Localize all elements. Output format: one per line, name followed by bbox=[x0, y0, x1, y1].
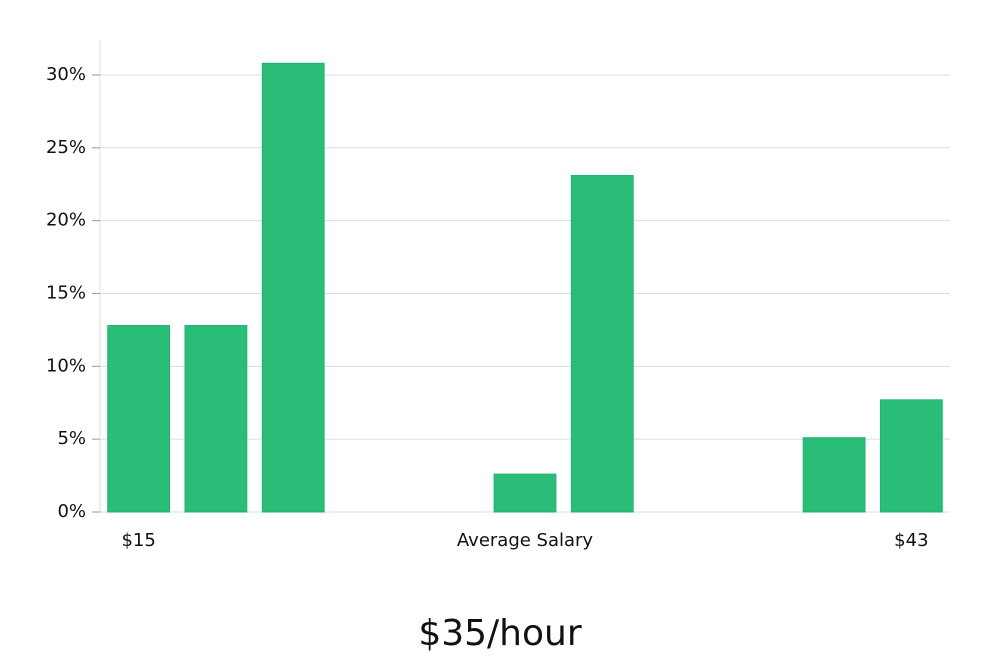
x-tick-label: $15 bbox=[121, 530, 155, 551]
subtitle: $35/hour bbox=[418, 613, 582, 654]
y-tick-label: 0% bbox=[57, 501, 86, 522]
y-tick-label: 30% bbox=[46, 64, 86, 85]
bar bbox=[570, 174, 634, 513]
bar bbox=[184, 325, 248, 513]
y-tick-label: 25% bbox=[46, 137, 86, 158]
x-tick-label: $43 bbox=[894, 530, 928, 551]
bar bbox=[261, 62, 325, 513]
bar bbox=[879, 399, 943, 513]
y-tick-label: 20% bbox=[46, 210, 86, 231]
y-tick-label: 10% bbox=[46, 355, 86, 376]
bar bbox=[107, 325, 171, 513]
bar bbox=[493, 473, 557, 513]
bar bbox=[802, 437, 866, 513]
x-axis-label: Average Salary bbox=[457, 530, 594, 551]
y-tick-label: 15% bbox=[46, 282, 86, 303]
y-tick-label: 5% bbox=[57, 428, 86, 449]
